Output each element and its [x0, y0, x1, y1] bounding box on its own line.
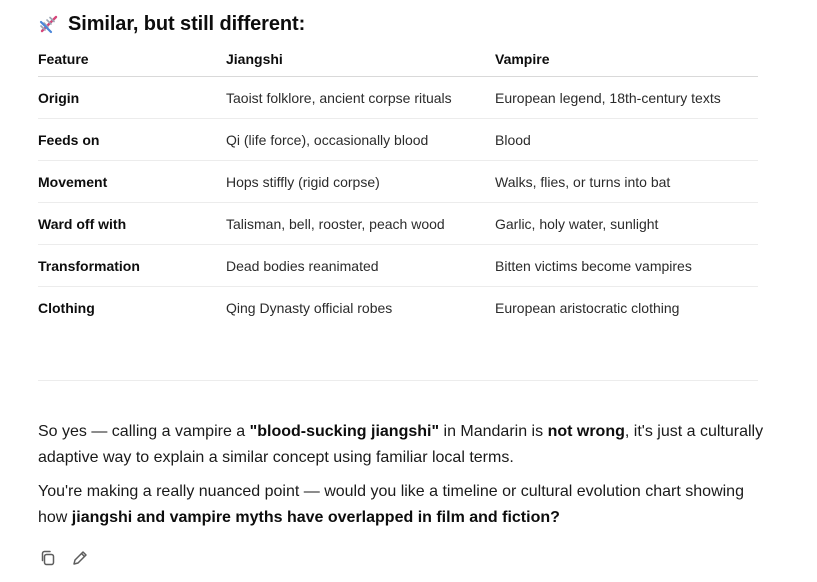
table-cell-feature: Transformation: [38, 244, 226, 287]
response-paragraph-2: You're making a really nuanced point — w…: [38, 479, 768, 531]
paragraph-text: , it's just a culturally adaptive way to…: [38, 423, 764, 466]
table-row: Feeds on Qi (life force), occasionally b…: [38, 118, 758, 161]
edit-icon: [73, 551, 87, 565]
table-cell-feature: Ward off with: [38, 202, 226, 245]
section-heading: Similar, but still different:: [38, 10, 305, 38]
table-cell-jiangshi: Qi (life force), occasionally blood: [226, 118, 495, 161]
paragraph-text: You're making a really nuanced point — w…: [38, 483, 744, 526]
table-cell-vampire: Blood: [495, 118, 758, 161]
table-cell-vampire: European legend, 18th-century texts: [495, 76, 758, 119]
edit-button[interactable]: [70, 548, 90, 568]
table-row: Movement Hops stiffly (rigid corpse) Wal…: [38, 160, 758, 203]
paragraph-bold-text: not wrong: [547, 423, 625, 440]
table-cell-vampire: Garlic, holy water, sunlight: [495, 202, 758, 245]
table-cell-vampire: Bitten victims become vampires: [495, 244, 758, 287]
table-cell-jiangshi: Talisman, bell, rooster, peach wood: [226, 202, 495, 245]
table-row: Transformation Dead bodies reanimated Bi…: [38, 244, 758, 287]
paragraph-text: So yes — calling a vampire a: [38, 423, 250, 440]
table-row: Ward off with Talisman, bell, rooster, p…: [38, 202, 758, 245]
column-header-jiangshi: Jiangshi: [226, 42, 495, 77]
paragraph-text: in Mandarin is: [439, 423, 548, 440]
copy-icon: [41, 550, 55, 566]
response-paragraph-1: So yes — calling a vampire a "blood-suck…: [38, 419, 768, 471]
section-divider: [38, 380, 758, 381]
table-cell-vampire: Walks, flies, or turns into bat: [495, 160, 758, 203]
paragraph-bold-text: "blood-sucking jiangshi": [249, 423, 440, 440]
section-title: Similar, but still different:: [68, 12, 306, 35]
table-cell-vampire: European aristocratic clothing: [495, 299, 680, 316]
column-header-feature: Feature: [38, 42, 226, 77]
table-cell-feature: Origin: [38, 76, 226, 119]
table-cell-feature: Feeds on: [38, 118, 226, 161]
paragraph-bold-text: jiangshi and vampire myths have overlapp…: [71, 509, 560, 526]
table-cell-jiangshi: Hops stiffly (rigid corpse): [226, 160, 495, 203]
comparison-table: Feature Jiangshi Vampire Origin Taoist f…: [38, 42, 758, 328]
table-row: Origin Taoist folklore, ancient corpse r…: [38, 76, 758, 119]
table-header-row: Feature Jiangshi Vampire: [38, 42, 758, 77]
table-cell-jiangshi: Qing Dynasty official robes: [226, 299, 393, 316]
table-cell-feature: Clothing: [38, 299, 95, 316]
table-cell-feature: Movement: [38, 160, 226, 203]
column-header-vampire: Vampire: [495, 42, 758, 77]
table-cell-jiangshi: Taoist folklore, ancient corpse rituals: [226, 76, 495, 119]
copy-button[interactable]: [38, 548, 58, 568]
dna-icon: [38, 13, 60, 35]
message-actions: [38, 548, 90, 568]
table-cell-jiangshi: Dead bodies reanimated: [226, 244, 495, 287]
table-row: Clothing Qing Dynasty official robes Eur…: [38, 287, 758, 329]
